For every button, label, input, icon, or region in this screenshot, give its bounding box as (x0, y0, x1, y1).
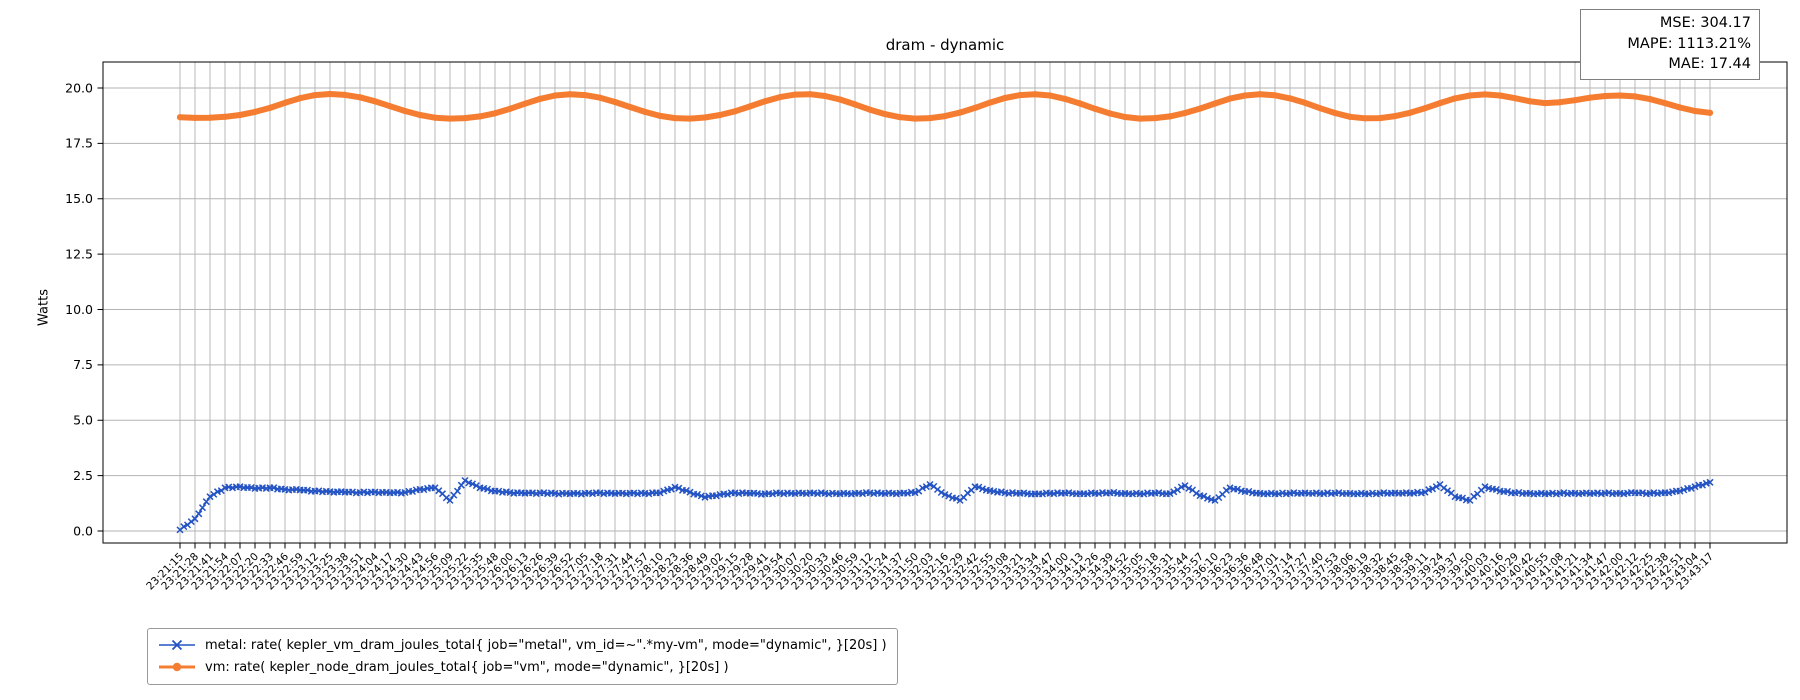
legend-item-vm: vm: rate( kepler_node_dram_joules_total{… (157, 656, 887, 678)
vm-line-marker-icon (159, 662, 195, 672)
chart-title: dram - dynamic (885, 36, 1005, 54)
stat-mape: MAPE: 1113.21% (1627, 35, 1751, 52)
y-tick-label: 0.0 (73, 523, 93, 538)
legend-item-metal: metal: rate( kepler_vm_dram_joules_total… (157, 634, 887, 656)
y-tick-label: 15.0 (65, 191, 93, 206)
y-tick-label: 20.0 (65, 80, 93, 95)
x-tick-labels: 23:21:1523:21:2823:21:4123:21:5423:22:07… (144, 550, 1716, 592)
axis-ticks (97, 87, 1711, 549)
gridlines (103, 62, 1787, 543)
legend: metal: rate( kepler_vm_dram_joules_total… (147, 628, 898, 685)
stats-box: MSE: 304.17 MAPE: 1113.21% MAE: 17.44 (1580, 9, 1760, 80)
plot-border (102, 61, 1788, 544)
series-vm (176, 90, 1714, 122)
y-tick-label: 5.0 (73, 413, 93, 428)
y-axis-label: Watts (36, 289, 52, 326)
y-tick-label: 17.5 (65, 136, 93, 151)
y-tick-label: 2.5 (73, 468, 93, 483)
legend-label-vm: vm: rate( kepler_node_dram_joules_total{… (205, 659, 729, 675)
series-metal-markers (176, 476, 1714, 534)
legend-label-metal: metal: rate( kepler_vm_dram_joules_total… (205, 637, 887, 653)
y-tick-label: 12.5 (65, 246, 93, 261)
y-tick-label: 10.0 (65, 302, 93, 317)
y-tick-labels: 0.0 2.5 5.0 7.5 10.0 12.5 15.0 17.5 20.0 (65, 80, 93, 538)
stat-mse: MSE: 304.17 (1659, 15, 1751, 31)
series-metal (176, 476, 1714, 534)
metal-line-marker-icon (159, 639, 195, 651)
series-vm-markers (176, 90, 1714, 122)
y-tick-label: 7.5 (73, 357, 93, 372)
stat-mae: MAE: 17.44 (1668, 56, 1751, 73)
